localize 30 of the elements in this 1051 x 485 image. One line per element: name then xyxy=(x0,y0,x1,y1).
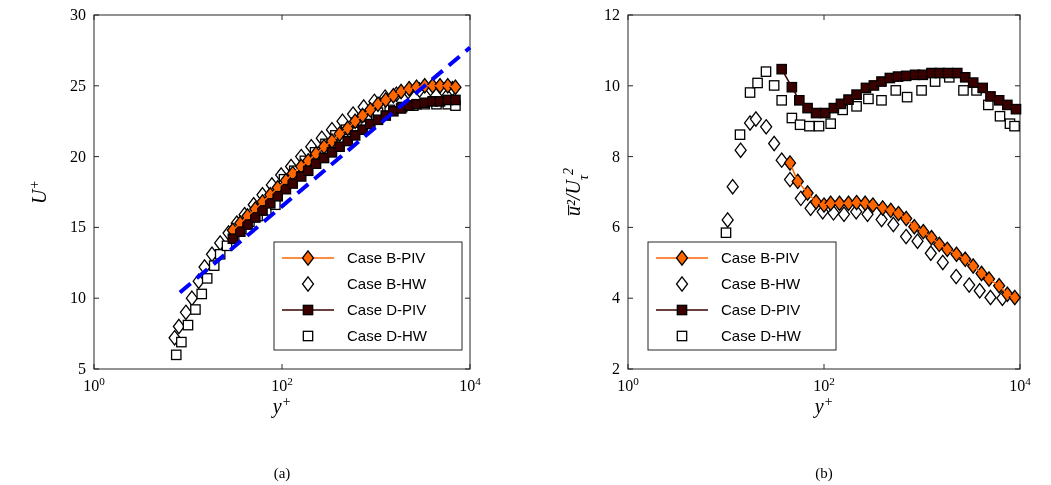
x-axis-title: y$^{+}$ xyxy=(270,393,292,418)
x-tick-label: 10$^{4}$ xyxy=(1009,375,1032,394)
legend-label: Case D-PIV xyxy=(347,301,427,318)
text: (a) xyxy=(273,465,291,482)
y-tick-label: 4 xyxy=(612,289,620,307)
x-axis-title: y$^{+}$ xyxy=(812,393,834,418)
legend-label: Case B-PIV xyxy=(721,249,800,266)
y-tick-label: 25 xyxy=(70,76,86,94)
x-tick-label: 10$^{2}$ xyxy=(813,375,835,394)
legend-label: Case D-HW xyxy=(721,327,802,344)
legend-label: Case B-PIV xyxy=(347,249,426,266)
legend-label: Case B-HW xyxy=(347,275,428,292)
y-tick-label: 12 xyxy=(604,6,620,23)
y-tick-label: 5 xyxy=(78,360,86,377)
x-tick-label: 10$^{2}$ xyxy=(271,375,293,394)
legend-label: Case B-HW xyxy=(721,275,802,292)
x-tick-label: 10$^{0}$ xyxy=(83,375,106,394)
y-tick-label: 8 xyxy=(612,147,620,165)
legend-label: Case D-PIV xyxy=(721,301,801,318)
y-tick-label: 2 xyxy=(612,360,620,377)
y-tick-label: 6 xyxy=(612,218,620,236)
y-tick-label: 10 xyxy=(70,289,86,307)
y-tick-label: 10 xyxy=(604,76,620,94)
x-tick-label: 10$^{0}$ xyxy=(617,375,640,394)
text: (b) xyxy=(815,465,833,482)
y-tick-label: 20 xyxy=(70,147,86,165)
y-tick-label: 15 xyxy=(70,218,86,236)
y-tick-label: 30 xyxy=(70,6,86,23)
legend-label: Case D-HW xyxy=(347,327,428,344)
x-tick-label: 10$^{4}$ xyxy=(459,375,482,394)
